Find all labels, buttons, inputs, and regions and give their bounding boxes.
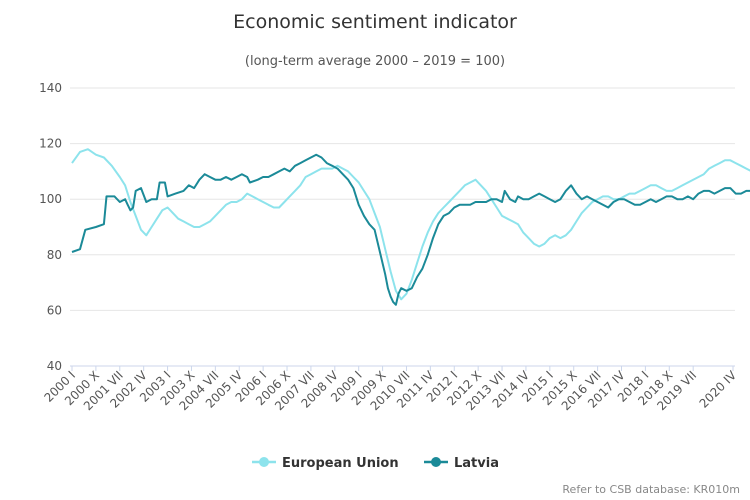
legend-label-european-union: European Union [282,456,399,471]
legend-marker-european-union [259,457,269,467]
y-tick-label: 100 [39,192,62,206]
gridlines [70,87,735,311]
y-tick-label: 80 [47,248,62,262]
series-line-european-union[interactable] [71,148,750,301]
x-tick-label: 2020 IV [697,368,740,411]
y-tick-label: 60 [47,303,62,317]
series-line-latvia[interactable] [71,153,750,306]
chart-subtitle: (long-term average 2000 – 2019 = 100) [245,54,505,69]
y-tick-label: 120 [39,137,62,151]
chart-credit[interactable]: Refer to CSB database: KR010m [562,483,740,496]
legend-marker-latvia [431,457,441,467]
legend-item-latvia[interactable]: Latvia [424,456,499,471]
y-axis-ticks: 40 60 80 100 120 140 [39,81,62,373]
legend-item-european-union[interactable]: European Union [252,456,399,471]
series [71,148,750,306]
legend: European Union Latvia [252,456,499,471]
legend-label-latvia: Latvia [454,456,499,471]
chart-title: Economic sentiment indicator [233,11,517,33]
y-tick-label: 140 [39,81,62,95]
y-tick-label: 40 [47,359,62,373]
